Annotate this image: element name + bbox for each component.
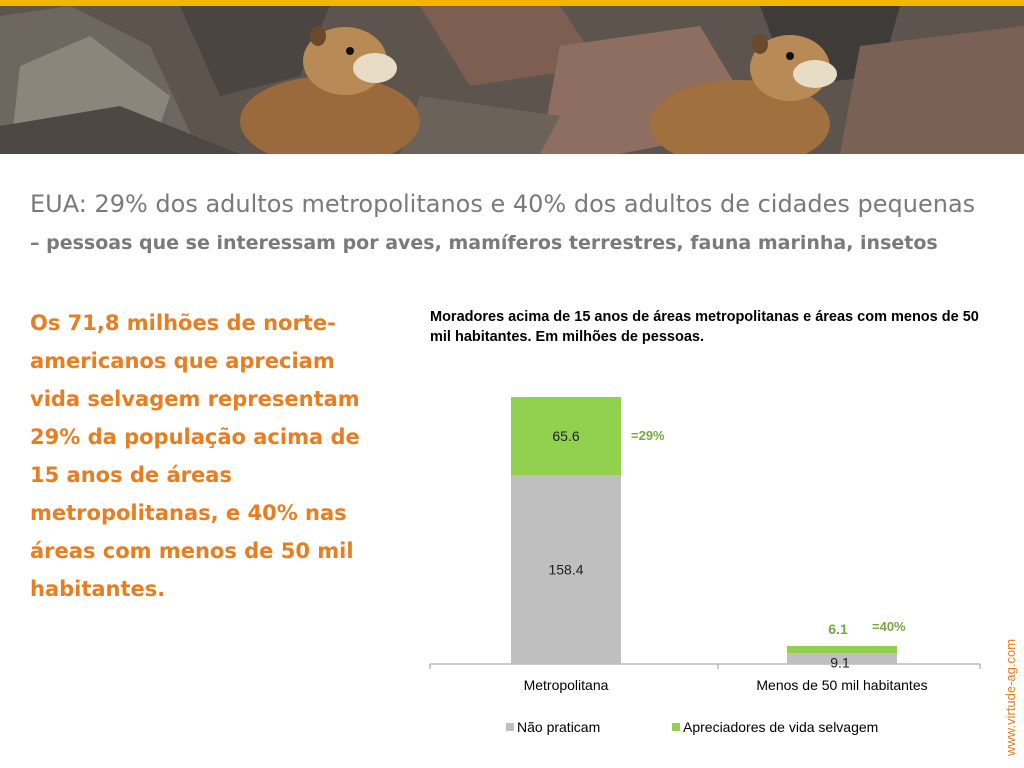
slide-title: EUA: 29% dos adultos metropolitanos e 40…: [30, 190, 976, 218]
category-label: Menos de 50 mil habitantes: [756, 677, 927, 693]
bar-apreciadores-1: [787, 645, 897, 654]
percent-annotation: =29%: [631, 428, 665, 443]
legend-swatch-1: [672, 723, 680, 731]
bar-apreciadores-0: [511, 397, 621, 476]
website-url: www.virtude-ag.com: [1003, 638, 1018, 756]
legend-label-1: Apreciadores de vida selvagem: [683, 719, 878, 735]
data-label: 6.1: [828, 621, 848, 637]
chart-title: Moradores acima de 15 anos de áreas metr…: [430, 309, 979, 345]
data-label: 158.4: [548, 562, 583, 578]
data-label: 9.1: [830, 655, 850, 671]
bar-nao-praticam-1: [787, 653, 897, 664]
data-label: 65.6: [552, 428, 579, 444]
bar-nao-praticam-0: [511, 475, 621, 664]
top-accent-bar: [0, 0, 1024, 6]
summary-paragraph: Os 71,8 milhões de norte-americanos que …: [30, 311, 360, 601]
legend-swatch-0: [506, 723, 514, 731]
banner-photo-illustration: [0, 6, 1024, 154]
banner-image-marmots: [0, 6, 1024, 154]
percent-annotation: =40%: [872, 619, 906, 634]
slide-subtitle: – pessoas que se interessam por aves, ma…: [30, 232, 938, 254]
category-label: Metropolitana: [524, 677, 609, 693]
legend-label-0: Não praticam: [517, 719, 600, 735]
